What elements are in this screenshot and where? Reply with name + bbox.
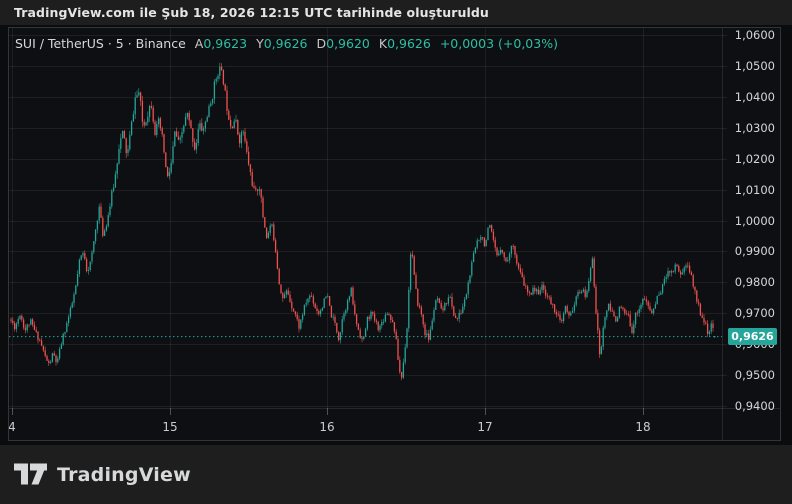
price-axis-label: 1,0100 — [734, 182, 775, 197]
ohlc-label-K: K — [378, 36, 388, 51]
chart-legend: SUI / TetherUS · 5 · Binance A0,9623 Y0,96… — [15, 36, 558, 51]
ohlc-label-Y: Y — [256, 36, 264, 51]
time-axis-label: 17 — [477, 420, 493, 434]
time-axis-label: 15 — [162, 420, 178, 434]
time-axis-label: 4 — [8, 420, 16, 434]
change-value: +0,0003 (+0,03%) — [439, 36, 558, 51]
ohlc-values: A0,9623 Y0,9626 D0,9620 K0,9626 — [186, 36, 431, 51]
tradingview-logo-icon — [14, 463, 48, 486]
price-axis-label: 0,9500 — [734, 368, 775, 383]
price-axis-label: 0,9800 — [734, 275, 775, 290]
price-axis-label: 1,0500 — [734, 58, 775, 73]
chart-card: SUI / TetherUS · 5 · Binance A0,9623 Y0,96… — [8, 27, 781, 441]
ohlc-value-D: 0,9620 — [326, 36, 370, 51]
ohlc-value-K: 0,9626 — [387, 36, 431, 51]
price-axis-label: 1,0400 — [734, 89, 775, 104]
ohlc-label-D: D — [316, 36, 327, 51]
time-axis-label: 16 — [319, 420, 335, 434]
symbol-title: SUI / TetherUS · 5 · Binance — [15, 36, 186, 51]
footer-bar: TradingView — [0, 445, 792, 504]
ohlc-label-A: A — [194, 36, 204, 51]
candlestick-chart-canvas — [9, 28, 780, 440]
price-axis-label: 1,0600 — [734, 28, 775, 42]
price-axis-label: 1,0300 — [734, 120, 775, 135]
price-axis-separator — [722, 28, 723, 440]
price-axis-label: 1,0000 — [734, 213, 775, 228]
time-axis-separator — [9, 408, 780, 409]
attribution-bar: TradingView.com ile Şub 18, 2026 12:15 U… — [0, 0, 792, 25]
price-axis-label: 0,9900 — [734, 244, 775, 259]
chart-section: SUI / TetherUS · 5 · Binance A0,9623 Y0,96… — [0, 25, 792, 445]
price-axis-label: 1,0200 — [734, 151, 775, 166]
price-axis-label: 0,9700 — [734, 306, 775, 321]
tradingview-wordmark: TradingView — [57, 463, 191, 486]
time-axis-label: 18 — [635, 420, 651, 434]
attribution-text: TradingView.com ile Şub 18, 2026 12:15 U… — [14, 5, 489, 20]
last-price-badge: 0,9626 — [728, 328, 777, 345]
ohlc-value-Y: 0,9626 — [263, 36, 308, 51]
price-axis-label: 0,9400 — [734, 399, 775, 413]
ohlc-value-A: 0,9623 — [203, 36, 248, 51]
